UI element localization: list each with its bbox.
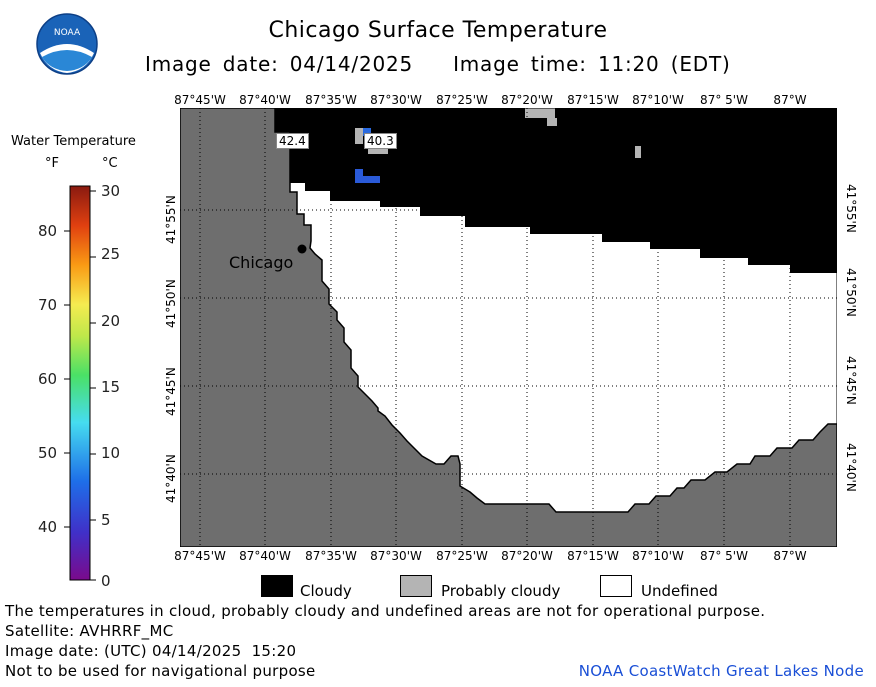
colorbar-title: Water Temperature bbox=[11, 134, 136, 149]
lon-label-bottom: 87°25'W bbox=[436, 549, 488, 563]
colorbar-tick-c: 20 bbox=[101, 312, 121, 330]
colorbar-tick-f: 40 bbox=[38, 518, 58, 536]
svg-text:NOAA: NOAA bbox=[54, 28, 81, 38]
sst-pixel bbox=[363, 128, 371, 136]
temp-label: 42.4 bbox=[276, 133, 309, 149]
colorbar-tick-c: 0 bbox=[101, 572, 111, 590]
lon-label-bottom: 87°15'W bbox=[567, 549, 619, 563]
lat-label-right: 41°40'N bbox=[844, 443, 858, 492]
legend-swatch-cloudy bbox=[261, 575, 293, 597]
legend-label-cloudy: Cloudy bbox=[300, 582, 352, 600]
lon-label-top: 87°20'W bbox=[501, 93, 553, 107]
lon-label-top: 87°30'W bbox=[370, 93, 422, 107]
image-datetime: Image date: 04/14/2025 Image time: 11:20 … bbox=[145, 52, 731, 76]
satellite-text: Satellite: AVHRRF_MC bbox=[5, 622, 174, 640]
lat-label-left: 41°50'N bbox=[164, 279, 178, 328]
colorbar-tick-f: 60 bbox=[38, 370, 58, 388]
colorbar-tick-c: 15 bbox=[101, 378, 121, 396]
probably-cloudy-patch bbox=[635, 146, 641, 158]
utc-date-text: Image date: (UTC) 04/14/2025 15:20 bbox=[5, 642, 297, 660]
credit-text: NOAA CoastWatch Great Lakes Node bbox=[578, 662, 864, 680]
lon-label-top: 87°10'W bbox=[632, 93, 684, 107]
lon-label-bottom: 87°40'W bbox=[239, 549, 291, 563]
colorbar-tick-f: 70 bbox=[38, 296, 58, 314]
image-time: Image time: 11:20 (EDT) bbox=[453, 52, 731, 76]
lon-label-top: 87°35'W bbox=[305, 93, 357, 107]
colorbar bbox=[64, 185, 96, 581]
sst-pixel bbox=[355, 169, 380, 183]
lat-label-left: 41°40'N bbox=[164, 454, 178, 503]
lon-label-top: 87°15'W bbox=[567, 93, 619, 107]
colorbar-tick-f: 80 bbox=[38, 222, 58, 240]
lon-label-bottom: 87°W bbox=[773, 549, 807, 563]
colorbar-tick-c: 25 bbox=[101, 245, 121, 263]
colorbar-tick-c: 5 bbox=[101, 511, 111, 529]
lat-label-left: 41°45'N bbox=[164, 367, 178, 416]
legend-label-undefined: Undefined bbox=[641, 582, 718, 600]
lat-label-right: 41°50'N bbox=[844, 268, 858, 317]
image-date: Image date: 04/14/2025 bbox=[145, 52, 414, 76]
lat-label-left: 41°55'N bbox=[164, 195, 178, 244]
lon-label-bottom: 87°10'W bbox=[632, 549, 684, 563]
probably-cloudy-patch bbox=[525, 108, 555, 118]
colorbar-unit-c: °C bbox=[102, 156, 118, 171]
lon-label-top: 87°40'W bbox=[239, 93, 291, 107]
colorbar-tick-f: 50 bbox=[38, 444, 58, 462]
lon-label-bottom: 87°45'W bbox=[174, 549, 226, 563]
lat-label-right: 41°55'N bbox=[844, 184, 858, 233]
lon-label-bottom: 87° 5'W bbox=[700, 549, 748, 563]
legend-swatch-probably-cloudy bbox=[400, 575, 432, 597]
lon-label-top: 87°45'W bbox=[174, 93, 226, 107]
lon-label-bottom: 87°30'W bbox=[370, 549, 422, 563]
lat-label-right: 41°45'N bbox=[844, 356, 858, 405]
cloudy-area bbox=[275, 108, 837, 273]
page-title: Chicago Surface Temperature bbox=[268, 18, 608, 43]
legend-swatch-undefined bbox=[600, 575, 632, 597]
colorbar-tick-c: 10 bbox=[101, 444, 121, 462]
probably-cloudy-patch bbox=[547, 118, 557, 126]
noaa-logo: NOAA bbox=[36, 13, 98, 75]
city-label: Chicago bbox=[229, 253, 294, 272]
temp-label: 40.3 bbox=[364, 133, 397, 149]
colorbar-tick-c: 30 bbox=[101, 182, 121, 200]
lon-label-bottom: 87°35'W bbox=[305, 549, 357, 563]
lon-label-top: 87° 5'W bbox=[700, 93, 748, 107]
lon-label-top: 87°25'W bbox=[436, 93, 488, 107]
graticule bbox=[180, 108, 837, 547]
probably-cloudy-patch bbox=[355, 128, 363, 144]
navigation-warning: Not to be used for navigational purpose bbox=[5, 662, 316, 680]
city-marker bbox=[297, 244, 307, 254]
colorbar-unit-f: °F bbox=[45, 156, 59, 171]
land-area bbox=[180, 108, 837, 547]
disclaimer-text: The temperatures in cloud, probably clou… bbox=[5, 602, 766, 620]
sst-map bbox=[180, 108, 837, 547]
legend-label-probably-cloudy: Probably cloudy bbox=[441, 582, 561, 600]
lon-label-top: 87°W bbox=[773, 93, 807, 107]
lon-label-bottom: 87°20'W bbox=[501, 549, 553, 563]
probably-cloudy-patch bbox=[368, 146, 388, 154]
